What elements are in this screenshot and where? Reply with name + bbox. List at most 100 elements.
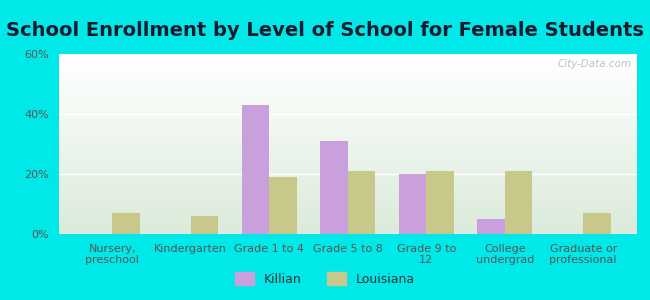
Bar <box>58 205 637 207</box>
Bar <box>58 187 637 189</box>
Bar <box>58 104 637 106</box>
Bar <box>58 88 637 90</box>
Bar <box>58 95 637 97</box>
Bar <box>58 220 637 221</box>
Bar <box>58 189 637 191</box>
Bar <box>58 103 637 104</box>
Bar <box>58 212 637 214</box>
Bar <box>58 77 637 79</box>
Bar <box>58 86 637 88</box>
Bar <box>58 203 637 205</box>
Bar <box>58 185 637 187</box>
Bar <box>58 149 637 151</box>
Bar <box>58 211 637 212</box>
Bar <box>58 196 637 198</box>
Bar <box>348 171 375 234</box>
Bar <box>58 225 637 227</box>
Bar <box>58 160 637 162</box>
Bar <box>58 68 637 70</box>
Text: School Enrollment by Level of School for Female Students: School Enrollment by Level of School for… <box>6 21 644 40</box>
Bar <box>58 122 637 124</box>
Bar <box>58 126 637 128</box>
Bar <box>477 219 505 234</box>
Bar <box>58 229 637 230</box>
Bar <box>58 130 637 131</box>
Bar <box>58 182 637 184</box>
Bar <box>58 108 637 110</box>
Bar <box>58 164 637 166</box>
Bar <box>58 176 637 178</box>
Bar <box>58 110 637 112</box>
Bar <box>58 128 637 130</box>
Bar <box>58 97 637 99</box>
Bar <box>190 216 218 234</box>
Bar <box>58 76 637 77</box>
Bar <box>58 119 637 121</box>
Bar <box>112 213 140 234</box>
Bar <box>58 180 637 182</box>
Bar <box>58 83 637 85</box>
Bar <box>58 216 637 218</box>
Bar <box>58 162 637 164</box>
Bar <box>58 70 637 72</box>
Bar <box>58 207 637 209</box>
Bar <box>242 105 269 234</box>
Bar <box>58 184 637 185</box>
Bar <box>58 146 637 148</box>
Bar <box>58 223 637 225</box>
Bar <box>58 79 637 81</box>
Bar <box>58 67 637 68</box>
Bar <box>58 65 637 67</box>
Bar <box>58 148 637 149</box>
Bar <box>58 72 637 74</box>
Bar <box>58 214 637 216</box>
Bar <box>58 166 637 167</box>
Bar <box>58 232 637 234</box>
Bar <box>58 151 637 153</box>
Bar <box>426 171 454 234</box>
Bar <box>58 227 637 229</box>
Bar <box>269 177 297 234</box>
Bar <box>58 178 637 180</box>
Bar <box>58 63 637 65</box>
Bar <box>58 144 637 146</box>
Bar <box>58 193 637 194</box>
Bar <box>58 117 637 119</box>
Bar <box>58 230 637 232</box>
Bar <box>58 209 637 211</box>
Bar <box>320 141 348 234</box>
Bar <box>398 174 426 234</box>
Bar <box>58 218 637 220</box>
Legend: Killian, Louisiana: Killian, Louisiana <box>230 267 420 291</box>
Bar <box>58 140 637 142</box>
Bar <box>58 54 637 56</box>
Bar <box>58 167 637 169</box>
Bar <box>58 115 637 117</box>
Bar <box>58 153 637 155</box>
Bar <box>58 142 637 144</box>
Bar <box>58 92 637 94</box>
Bar <box>58 191 637 193</box>
Bar <box>505 171 532 234</box>
Bar <box>58 56 637 58</box>
Bar <box>583 213 611 234</box>
Bar <box>58 61 637 63</box>
Text: City-Data.com: City-Data.com <box>557 59 631 69</box>
Bar <box>58 106 637 108</box>
Bar <box>58 99 637 101</box>
Bar <box>58 59 637 61</box>
Bar <box>58 81 637 83</box>
Bar <box>58 121 637 122</box>
Bar <box>58 158 637 160</box>
Bar <box>58 94 637 95</box>
Bar <box>58 133 637 135</box>
Bar <box>58 74 637 76</box>
Bar <box>58 169 637 171</box>
Bar <box>58 157 637 158</box>
Bar <box>58 85 637 86</box>
Bar <box>58 90 637 92</box>
Bar <box>58 221 637 223</box>
Bar <box>58 198 637 200</box>
Bar <box>58 139 637 140</box>
Bar <box>58 124 637 126</box>
